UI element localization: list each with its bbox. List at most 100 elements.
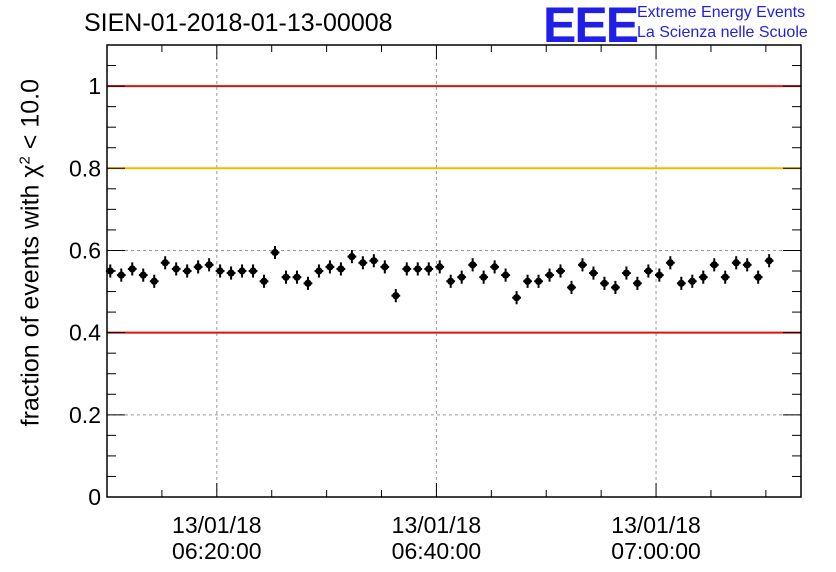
point-marker <box>710 261 718 269</box>
data-point <box>490 260 500 274</box>
data-point <box>424 262 434 276</box>
point-marker <box>754 273 762 281</box>
point-marker <box>611 283 620 292</box>
data-point <box>248 264 258 278</box>
data-point <box>193 260 203 274</box>
point-marker <box>260 277 268 285</box>
data-point <box>534 274 543 288</box>
data-point <box>589 266 598 280</box>
data-point <box>435 260 445 274</box>
data-point <box>731 256 741 270</box>
y-tick-label: 1 <box>88 73 101 99</box>
axis-ticks <box>107 45 801 498</box>
point-marker <box>282 273 290 281</box>
x-tick-date: 13/01/18 <box>392 512 482 538</box>
data-point <box>468 258 478 272</box>
point-marker <box>161 259 169 267</box>
data-point <box>182 264 192 278</box>
data-point <box>215 264 225 278</box>
plot-frame <box>106 44 802 498</box>
data-point <box>654 268 664 282</box>
point-marker <box>139 271 147 279</box>
data-point <box>622 266 631 280</box>
point-marker <box>381 263 389 271</box>
point-marker <box>370 257 378 265</box>
y-tick-label: 0 <box>88 484 101 510</box>
point-marker <box>348 253 356 261</box>
data-point <box>138 268 148 282</box>
point-marker <box>447 277 455 285</box>
point-marker <box>765 257 773 265</box>
point-marker <box>480 273 488 281</box>
data-point <box>160 256 170 270</box>
logo-line-1: Extreme Energy Events <box>637 4 806 21</box>
data-point <box>303 276 313 290</box>
data-point <box>446 274 456 288</box>
y-axis-label-sup: 2 <box>16 156 34 165</box>
point-marker <box>469 261 477 269</box>
data-point <box>665 256 675 270</box>
data-point <box>270 245 280 260</box>
point-marker <box>117 271 125 279</box>
data-point <box>578 258 587 272</box>
y-axis-label-prefix: fraction of events with <box>16 177 45 427</box>
point-marker <box>326 263 334 271</box>
data-point <box>391 289 401 303</box>
data-point <box>281 270 291 284</box>
point-marker <box>677 279 685 287</box>
data-point <box>149 274 159 288</box>
reference-lines <box>107 85 801 334</box>
point-marker <box>403 265 411 273</box>
data-point <box>753 270 763 284</box>
data-points <box>105 245 774 305</box>
point-marker <box>491 263 499 271</box>
y-tick-label: 0.6 <box>69 237 101 263</box>
data-point <box>369 254 379 268</box>
point-marker <box>743 261 751 269</box>
data-point <box>292 270 302 284</box>
data-point <box>523 274 532 288</box>
data-point <box>105 264 115 278</box>
x-tick-date: 13/01/18 <box>611 512 701 538</box>
data-point <box>402 262 412 276</box>
point-marker <box>271 248 279 257</box>
y-tick-label: 0.2 <box>69 402 101 428</box>
point-marker <box>128 265 136 273</box>
point-marker <box>293 273 301 281</box>
point-marker <box>337 265 345 273</box>
data-point <box>259 274 269 288</box>
eee-logo: EEE <box>543 0 639 53</box>
point-marker <box>414 265 422 273</box>
point-marker <box>238 267 246 275</box>
data-point <box>237 264 247 278</box>
y-tick-label: 0.8 <box>69 155 101 181</box>
point-marker <box>150 277 158 285</box>
x-tick-time: 06:20:00 <box>172 538 262 564</box>
data-point <box>556 264 565 278</box>
data-point <box>567 280 576 295</box>
point-marker <box>721 273 729 281</box>
data-point <box>127 262 137 276</box>
data-point <box>171 262 181 276</box>
y-tick-labels: 0 0.2 0.4 0.6 0.8 1 <box>69 73 101 510</box>
point-marker <box>622 269 631 277</box>
data-point <box>204 258 214 272</box>
point-marker <box>644 267 652 275</box>
point-marker <box>216 267 224 275</box>
x-tick-labels: 13/01/1806:20:0013/01/1806:40:0013/01/18… <box>172 512 701 564</box>
point-marker <box>502 271 510 279</box>
point-marker <box>392 292 400 300</box>
point-marker <box>458 273 466 281</box>
data-point <box>611 280 620 295</box>
point-marker <box>732 259 740 267</box>
data-point <box>380 260 390 274</box>
point-marker <box>699 273 707 281</box>
point-marker <box>589 269 598 277</box>
data-point <box>413 262 423 276</box>
point-marker <box>194 263 202 271</box>
data-point <box>325 260 335 274</box>
data-point <box>479 270 489 284</box>
point-marker <box>425 265 433 273</box>
point-marker <box>436 263 444 271</box>
